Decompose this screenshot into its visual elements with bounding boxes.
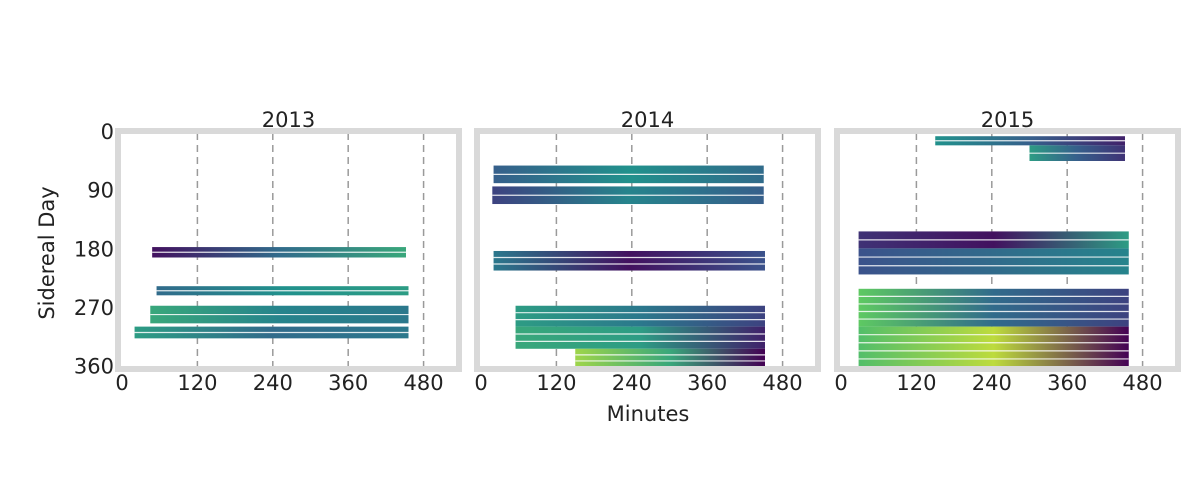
y-axis-label: Sidereal Day — [35, 186, 59, 319]
panel-title: 2014 — [621, 108, 674, 132]
x-tick-label: 0 — [115, 371, 128, 395]
heatmap-band — [858, 288, 1129, 327]
x-tick-label: 120 — [177, 371, 217, 395]
panel-frame — [834, 128, 1181, 372]
x-tick-label: 120 — [536, 371, 576, 395]
x-axis-label: Minutes — [607, 402, 690, 426]
x-tick-label: 240 — [253, 371, 293, 395]
panel-2014: 2014 0 120 240 360 480 — [474, 108, 821, 395]
y-tick-label: 270 — [74, 296, 114, 320]
panel-2015: 2015 0 120 240 360 480 — [834, 108, 1181, 395]
y-tick-label: 180 — [74, 237, 114, 261]
x-tick-label: 0 — [474, 371, 487, 395]
x-tick-label: 360 — [328, 371, 368, 395]
heatmap-band — [493, 250, 765, 271]
y-tick-label: 360 — [74, 355, 114, 379]
heatmap-band — [858, 326, 1129, 368]
heatmap-band — [575, 348, 765, 368]
x-tick-label: 0 — [834, 371, 847, 395]
y-tick-label: 0 — [101, 120, 114, 144]
heatmap-band — [515, 326, 765, 349]
y-tick-label: 90 — [87, 179, 114, 203]
panel-title: 2013 — [262, 108, 315, 132]
x-tick-label: 240 — [612, 371, 652, 395]
x-tick-label: 360 — [1047, 371, 1087, 395]
x-tick-label: 480 — [404, 371, 444, 395]
panel-frame — [474, 128, 821, 372]
panel-title: 2015 — [981, 108, 1034, 132]
panel-2013: 2013 0 120 240 360 480 0 90 180 270 360 — [74, 108, 462, 395]
heatmap-band — [515, 305, 765, 327]
x-tick-label: 480 — [1123, 371, 1163, 395]
x-tick-label: 240 — [972, 371, 1012, 395]
x-tick-label: 480 — [763, 371, 803, 395]
panel-frame — [115, 128, 462, 372]
heatmap-band — [858, 248, 1129, 275]
x-tick-label: 120 — [896, 371, 936, 395]
x-tick-label: 360 — [687, 371, 727, 395]
